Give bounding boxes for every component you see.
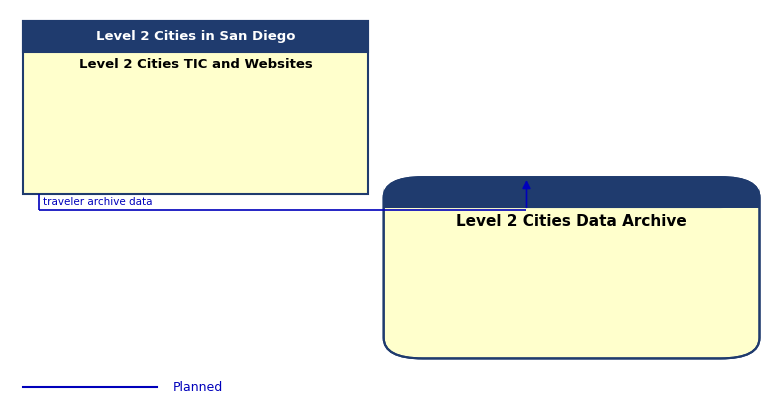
Text: Level 2 Cities TIC and Websites: Level 2 Cities TIC and Websites [79, 58, 312, 71]
FancyBboxPatch shape [23, 21, 368, 194]
Text: traveler archive data: traveler archive data [43, 197, 153, 207]
Bar [384, 191, 759, 208]
Text: Level 2 Cities in San Diego: Level 2 Cities in San Diego [96, 30, 295, 42]
Text: Level 2 Cities Data Archive: Level 2 Cities Data Archive [456, 214, 687, 229]
FancyBboxPatch shape [384, 177, 760, 208]
Text: Planned: Planned [172, 381, 222, 394]
FancyBboxPatch shape [384, 177, 760, 358]
FancyBboxPatch shape [23, 21, 368, 52]
